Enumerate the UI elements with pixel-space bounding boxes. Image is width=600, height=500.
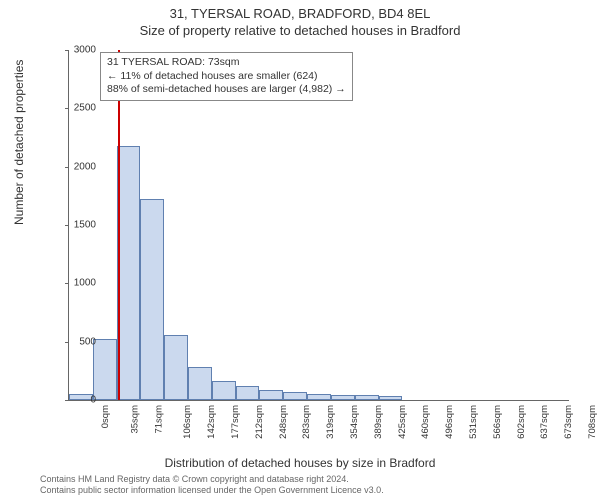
histogram-bar bbox=[331, 395, 355, 400]
histogram-bar bbox=[212, 381, 236, 400]
x-axis-label: Distribution of detached houses by size … bbox=[0, 456, 600, 470]
histogram-bar bbox=[140, 199, 164, 400]
histogram-bar bbox=[259, 390, 283, 401]
histogram-bar bbox=[164, 335, 188, 400]
histogram-bar bbox=[236, 386, 260, 400]
histogram-bar bbox=[379, 396, 403, 400]
annotation-line3: 88% of semi-detached houses are larger (… bbox=[107, 83, 346, 97]
y-tick-label: 2000 bbox=[56, 161, 96, 172]
x-tick-label: 531sqm bbox=[468, 405, 479, 439]
annotation-box: 31 TYERSAL ROAD: 73sqm ← 11% of detached… bbox=[100, 52, 353, 101]
annotation-line1: 31 TYERSAL ROAD: 73sqm bbox=[107, 56, 346, 70]
chart-title-address: 31, TYERSAL ROAD, BRADFORD, BD4 8EL bbox=[0, 0, 600, 21]
histogram-bar bbox=[93, 339, 117, 400]
x-tick-label: 354sqm bbox=[349, 405, 360, 439]
x-tick-label: 460sqm bbox=[420, 405, 431, 439]
x-tick-label: 566sqm bbox=[492, 405, 503, 439]
x-tick-label: 389sqm bbox=[373, 405, 384, 439]
annotation-line2: ← 11% of detached houses are smaller (62… bbox=[107, 70, 346, 84]
property-marker-line bbox=[118, 50, 120, 400]
y-tick-label: 2500 bbox=[56, 103, 96, 114]
x-tick-label: 212sqm bbox=[254, 405, 265, 439]
x-tick-label: 673sqm bbox=[563, 405, 574, 439]
y-tick-label: 500 bbox=[56, 336, 96, 347]
x-tick-label: 637sqm bbox=[539, 405, 550, 439]
histogram-bar bbox=[307, 394, 331, 400]
x-tick-label: 177sqm bbox=[230, 405, 241, 439]
x-tick-label: 248sqm bbox=[277, 405, 288, 439]
x-tick-label: 283sqm bbox=[301, 405, 312, 439]
copyright-line2: Contains public sector information licen… bbox=[40, 485, 384, 496]
histogram-bar bbox=[283, 392, 307, 400]
x-tick-label: 319sqm bbox=[325, 405, 336, 439]
x-tick-label: 602sqm bbox=[515, 405, 526, 439]
y-tick-label: 3000 bbox=[56, 45, 96, 56]
x-tick-label: 71sqm bbox=[153, 405, 164, 434]
histogram-bar bbox=[117, 146, 141, 400]
x-tick-label: 0sqm bbox=[100, 405, 111, 428]
x-tick-label: 142sqm bbox=[206, 405, 217, 439]
chart-plot-area bbox=[68, 50, 569, 401]
copyright-text: Contains HM Land Registry data © Crown c… bbox=[40, 474, 384, 496]
copyright-line1: Contains HM Land Registry data © Crown c… bbox=[40, 474, 384, 485]
x-tick-label: 106sqm bbox=[182, 405, 193, 439]
y-tick-label: 0 bbox=[56, 395, 96, 406]
histogram-bar bbox=[188, 367, 212, 400]
y-tick-label: 1000 bbox=[56, 278, 96, 289]
histogram-bar bbox=[355, 395, 379, 400]
y-axis-label: Number of detached properties bbox=[12, 60, 26, 225]
y-tick-label: 1500 bbox=[56, 220, 96, 231]
x-tick-label: 425sqm bbox=[396, 405, 407, 439]
x-tick-label: 496sqm bbox=[444, 405, 455, 439]
chart-title-sub: Size of property relative to detached ho… bbox=[0, 21, 600, 38]
x-tick-label: 35sqm bbox=[129, 405, 140, 434]
x-tick-label: 708sqm bbox=[587, 405, 598, 439]
